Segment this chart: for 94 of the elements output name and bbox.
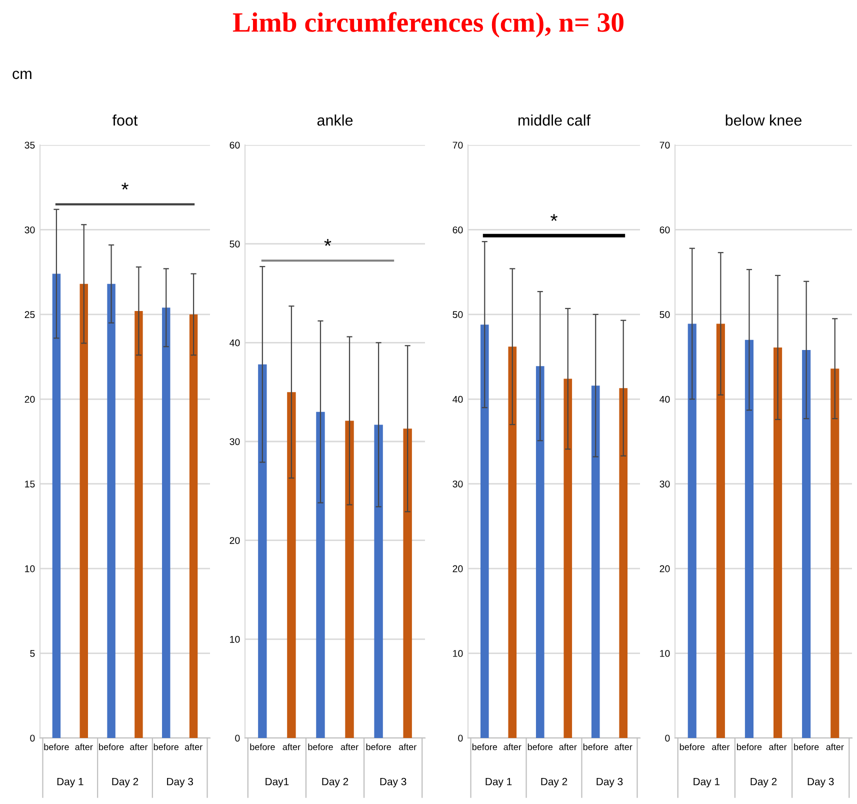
- x-tick-label: before: [794, 744, 819, 750]
- y-tick-label: 5: [30, 650, 35, 657]
- y-tick-label: 40: [230, 339, 240, 346]
- x-tick-label: before: [154, 744, 179, 750]
- y-tick-label: 10: [230, 636, 240, 643]
- x-tick-label: before: [583, 744, 608, 750]
- y-axis-title: cm: [12, 70, 32, 80]
- bar: [374, 424, 383, 738]
- x-tick-label: after: [712, 744, 730, 750]
- y-tick-label: 50: [230, 240, 240, 248]
- x-tick-label: after: [340, 744, 358, 750]
- y-tick-label: 60: [452, 226, 463, 234]
- y-tick-label: 35: [24, 142, 35, 149]
- text: Day 1: [694, 778, 720, 788]
- x-tick-label: after: [504, 744, 522, 750]
- bar: [480, 324, 489, 738]
- y-tick-label: 30: [230, 438, 240, 446]
- bar: [536, 366, 544, 738]
- y-tick-label: 20: [452, 565, 463, 572]
- y-tick-label: 30: [452, 480, 463, 488]
- bar: [508, 346, 517, 738]
- text: Day 3: [808, 778, 834, 788]
- y-tick-label: 25: [24, 311, 35, 318]
- y-tick-label: 70: [660, 142, 670, 149]
- text: Limb circumferences (cm), n= 30: [232, 12, 624, 38]
- y-tick-label: 20: [24, 396, 35, 403]
- y-tick-label: 20: [660, 565, 670, 572]
- x-tick-label: before: [250, 744, 275, 750]
- y-tick-label: 40: [660, 396, 670, 403]
- ref-line-label: *: [324, 239, 332, 246]
- bar: [258, 364, 267, 738]
- bar: [619, 388, 628, 738]
- bar: [716, 324, 725, 738]
- y-tick-label: 40: [452, 396, 463, 403]
- y-tick-label: 30: [24, 226, 35, 234]
- x-tick-label: before: [366, 744, 391, 750]
- bar: [591, 386, 600, 738]
- text: Day 2: [112, 778, 138, 788]
- text: Day 3: [380, 778, 406, 788]
- bar: [744, 340, 754, 738]
- y-tick-label: 10: [660, 650, 670, 657]
- ref-line-label: *: [550, 214, 558, 221]
- bar: [345, 420, 354, 738]
- y-tick-label: 50: [660, 311, 670, 318]
- bar: [403, 428, 412, 738]
- y-tick-label: 10: [25, 565, 35, 572]
- y-tick-label: 0: [665, 734, 670, 742]
- text: Day1: [266, 778, 289, 788]
- x-tick-label: before: [680, 744, 705, 750]
- y-tick-label: 60: [660, 226, 670, 234]
- x-tick-label: after: [614, 744, 632, 750]
- text: Day 1: [57, 778, 84, 788]
- text: Day 3: [596, 778, 623, 788]
- x-tick-label: after: [75, 744, 93, 750]
- text: Day 2: [541, 778, 568, 788]
- text: Day 3: [167, 778, 193, 788]
- x-tick-label: before: [44, 744, 69, 750]
- y-tick-label: 0: [458, 734, 463, 742]
- x-tick-label: after: [769, 744, 787, 750]
- y-tick-label: 70: [452, 142, 463, 149]
- x-tick-label: after: [184, 744, 202, 750]
- y-tick-label: 0: [235, 734, 240, 742]
- y-tick-label: 30: [660, 480, 670, 488]
- y-tick-label: 0: [30, 734, 35, 742]
- x-tick-label: before: [308, 744, 333, 750]
- x-tick-label: before: [528, 744, 553, 750]
- chart-subtitle: ankle: [317, 114, 353, 126]
- chart-subtitle: foot: [112, 114, 138, 126]
- bar: [287, 392, 296, 738]
- ref-line-label: *: [122, 182, 128, 190]
- y-tick-label: 60: [230, 142, 240, 149]
- bar: [802, 350, 811, 738]
- chart-subtitle: below knee: [726, 114, 802, 126]
- y-tick-label: 50: [452, 311, 463, 318]
- bar: [830, 368, 840, 738]
- bar: [564, 378, 572, 738]
- text: Day 2: [750, 778, 777, 788]
- x-tick-label: after: [826, 744, 844, 750]
- text: Day 2: [322, 778, 348, 788]
- text: Day 1: [486, 778, 512, 788]
- bar: [773, 347, 782, 738]
- x-tick-label: after: [130, 744, 148, 750]
- x-tick-label: after: [282, 744, 300, 750]
- x-tick-label: before: [737, 744, 762, 750]
- bar: [688, 324, 696, 738]
- x-tick-label: after: [398, 744, 416, 750]
- y-tick-label: 10: [453, 650, 463, 657]
- y-tick-label: 15: [25, 480, 35, 488]
- bar: [316, 412, 325, 738]
- chart-subtitle: middle calf: [518, 114, 591, 126]
- x-tick-label: after: [559, 744, 577, 750]
- x-tick-label: before: [472, 744, 498, 750]
- y-tick-label: 20: [230, 537, 240, 544]
- x-tick-label: before: [99, 744, 124, 750]
